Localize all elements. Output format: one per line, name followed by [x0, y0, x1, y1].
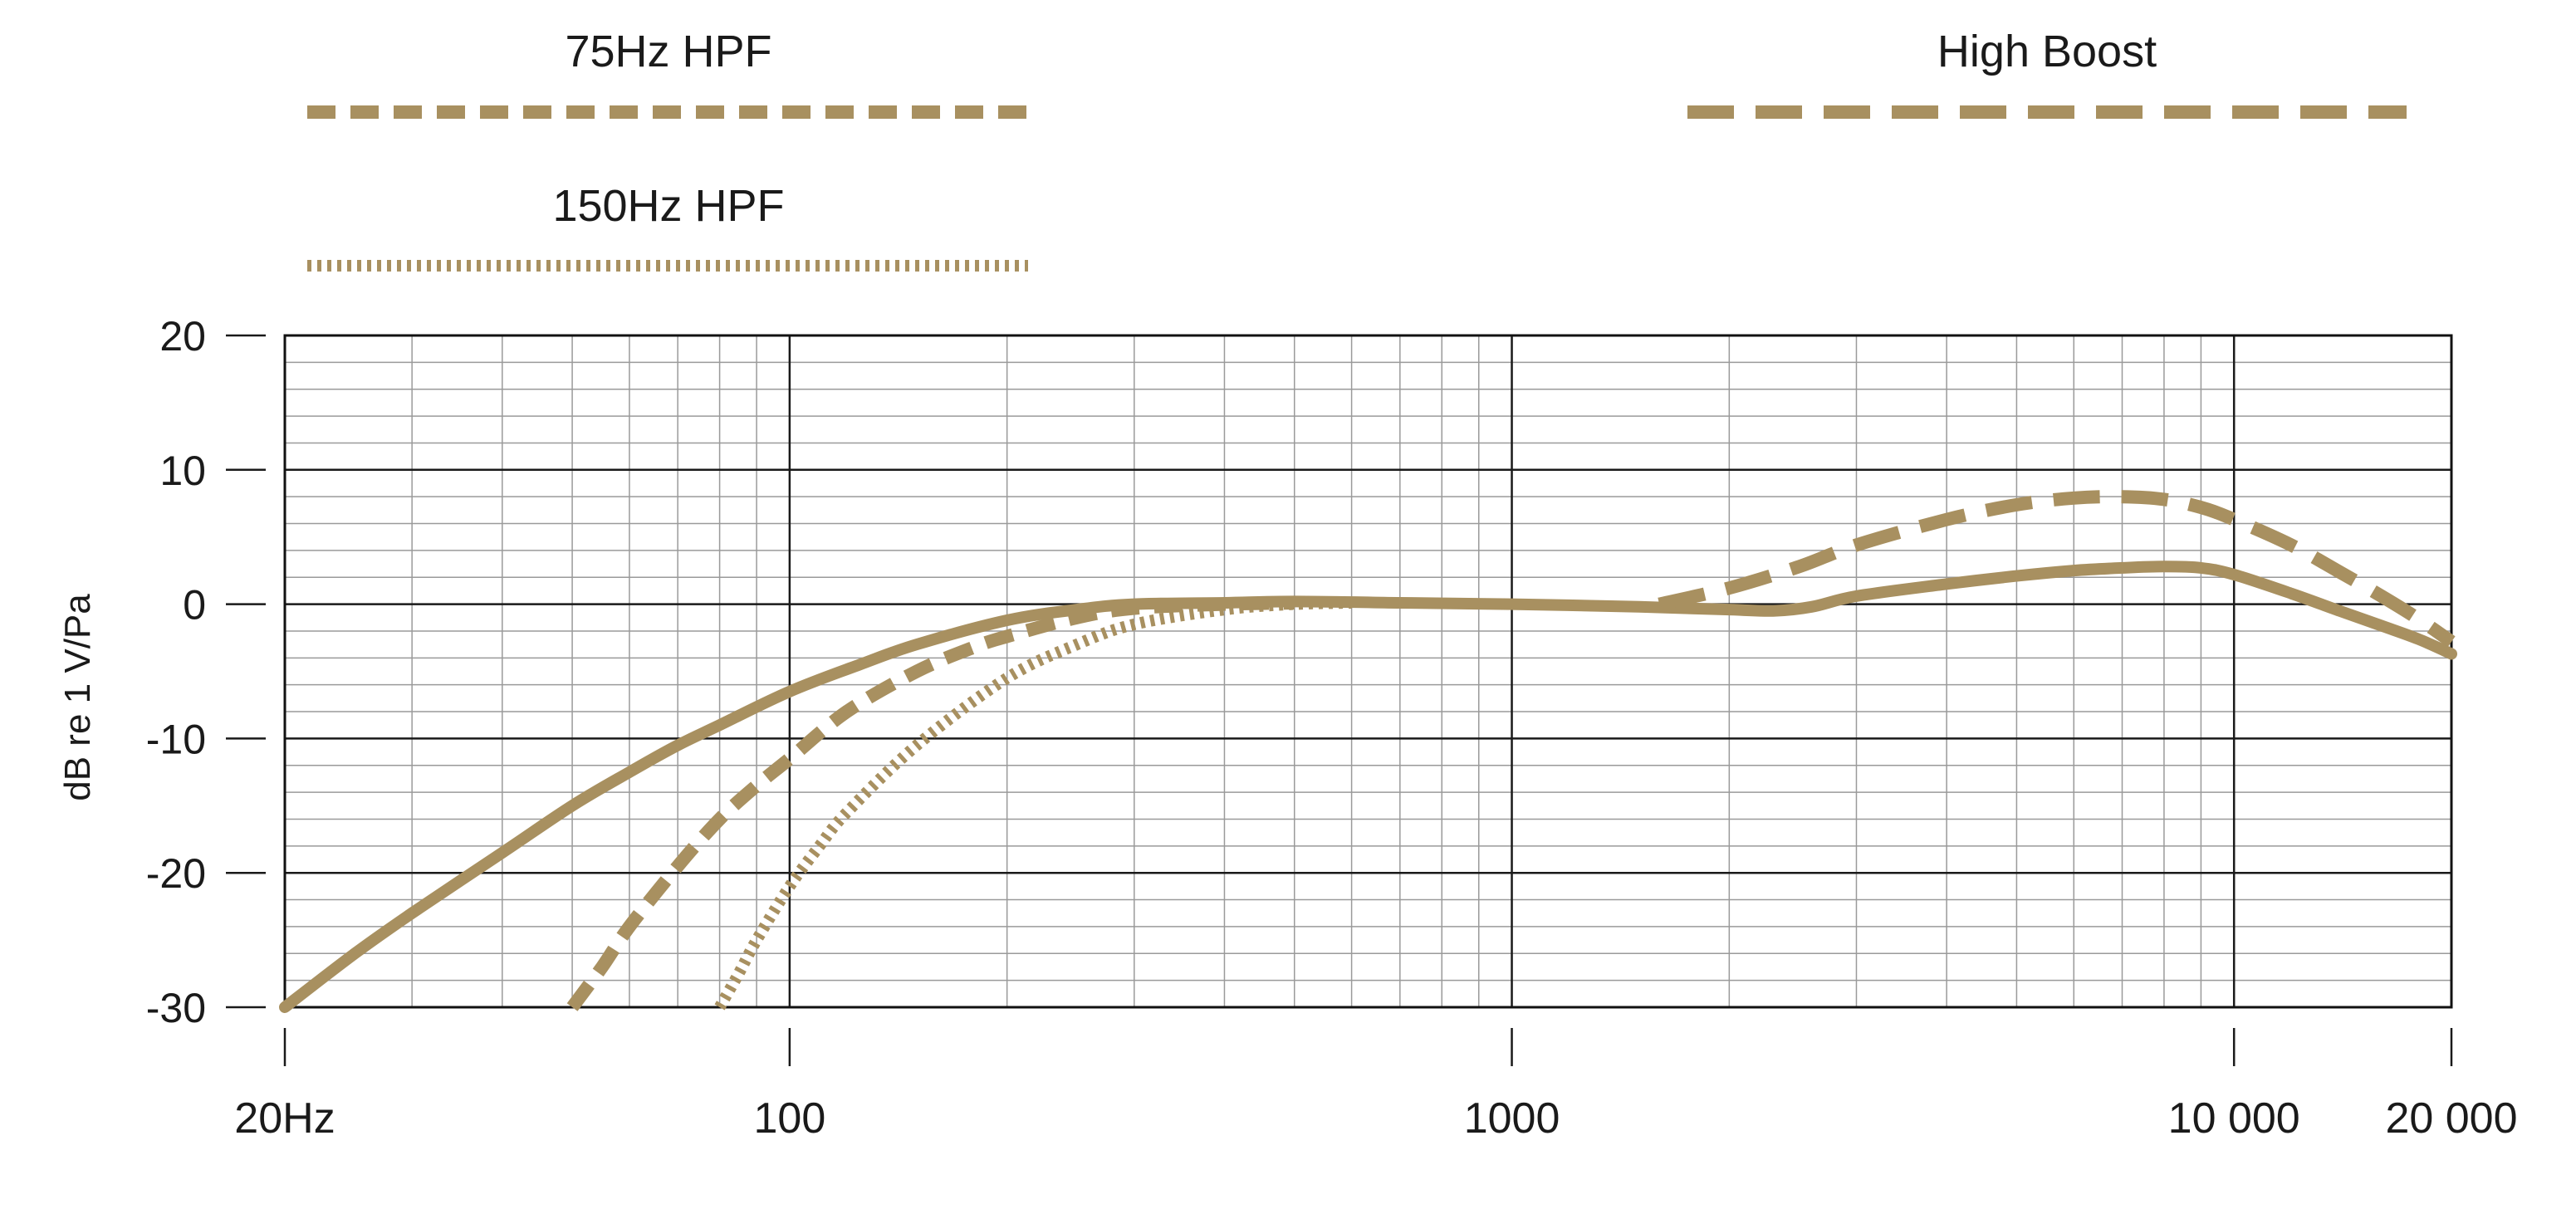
series-line-dotted	[714, 597, 1352, 1011]
legend-label: 150Hz HPF	[552, 181, 784, 231]
x-tick-label: 20Hz	[234, 1094, 335, 1143]
legend-label: 75Hz HPF	[565, 27, 771, 76]
y-tick-label: 10	[159, 448, 206, 494]
legend: 75Hz HPF 150Hz HPF High Boost	[307, 27, 2407, 272]
x-tick-label: 20 000	[2385, 1094, 2517, 1143]
x-axis-ticks: 20Hz 100 1000 10 000 20 000	[234, 1028, 2518, 1143]
y-tick-label: 0	[183, 582, 206, 629]
series-line-long-dashed	[1658, 490, 2456, 648]
y-tick-label: 20	[159, 313, 206, 360]
series-line-dashed	[566, 596, 1295, 1011]
y-tick-label: -20	[146, 850, 206, 897]
grid-minor-lines	[284, 335, 2452, 1007]
x-tick-label: 1000	[1464, 1094, 1560, 1143]
legend-label: High Boost	[1937, 27, 2157, 76]
y-tick-label: -30	[146, 985, 206, 1031]
series-line-solid	[279, 560, 2457, 1013]
y-tick-label: -10	[146, 716, 206, 762]
x-tick-label: 100	[753, 1094, 825, 1143]
y-axis-label: dB re 1 V/Pa	[57, 594, 98, 801]
series-group	[279, 490, 2457, 1013]
y-axis-ticks: 20 10 0 -10 -20 -30	[146, 313, 266, 1031]
plot-frame	[283, 334, 2453, 1009]
grid-major-lines	[285, 334, 2451, 1009]
x-tick-label: 10 000	[2168, 1094, 2300, 1143]
